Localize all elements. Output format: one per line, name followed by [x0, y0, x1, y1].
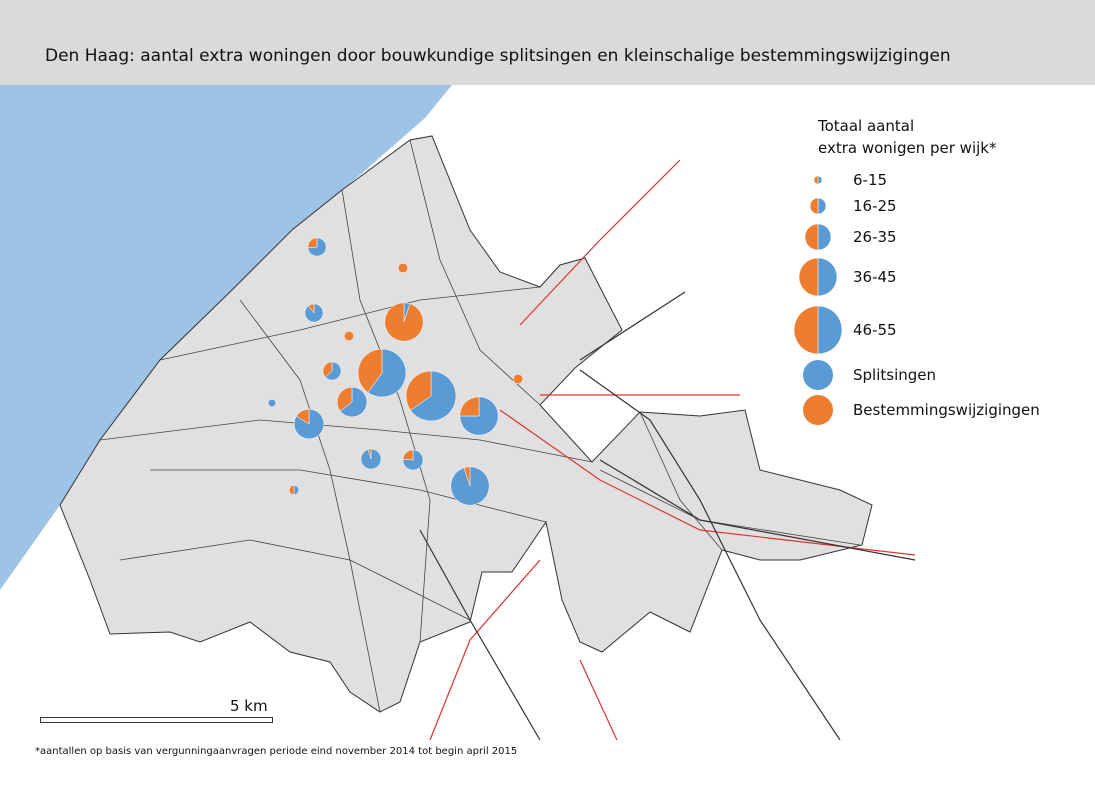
legend-label: Bestemmingswijzigingen [853, 401, 1040, 419]
pie-slice [410, 370, 457, 422]
legend-swatch [803, 395, 833, 425]
pie-slice [459, 396, 499, 436]
pie-slice [804, 223, 819, 251]
pie-slice [367, 348, 407, 398]
pie-slice [817, 257, 838, 297]
legend: 6-15 16-25 26-35 36-45 46-55 Splitsingen Beste… [793, 171, 1040, 425]
pie-slice [405, 370, 432, 411]
scale-label: 5 km [230, 697, 268, 715]
pie-layer [267, 237, 524, 506]
pie-slice [324, 361, 342, 381]
legend-size-label: 26-35 [853, 228, 897, 246]
pie-slice [322, 361, 333, 378]
map-title: Den Haag: aantal extra woningen door bou… [45, 46, 951, 66]
pie-slice [817, 197, 827, 215]
legend-label: Splitsingen [853, 366, 936, 384]
legend-swatch [803, 360, 833, 390]
pie-slice [459, 396, 480, 417]
pie-slice [384, 302, 424, 342]
pie-slice [296, 408, 310, 425]
pie-slice [267, 398, 277, 408]
pie-slice [817, 223, 832, 251]
roads [419, 159, 916, 791]
pie-slice [809, 197, 819, 215]
pie-slice [512, 373, 524, 385]
pie-slice [357, 348, 383, 393]
pie-slice [793, 305, 819, 355]
pie-slice [336, 386, 353, 412]
pie-slice [402, 449, 414, 461]
pie-slice [397, 262, 409, 274]
header-band [0, 0, 1095, 85]
legend-size-label: 36-45 [853, 268, 897, 286]
pie-slice [308, 303, 315, 314]
legend-title: extra wonigen per wijk* [818, 139, 997, 157]
legend-title: Totaal aantal [817, 117, 914, 135]
legend-size-label: 46-55 [853, 321, 897, 339]
footer-band [0, 740, 1095, 790]
pie-slice [289, 484, 295, 496]
pie-slice [813, 175, 819, 185]
pie-slice [367, 448, 372, 460]
district-borders [99, 139, 861, 713]
legend-size-label: 16-25 [853, 197, 897, 215]
pie-slice [798, 257, 819, 297]
pie-slice [817, 305, 843, 355]
pie-slice [343, 330, 355, 342]
pie-slice [293, 484, 299, 496]
legend-size-label: 6-15 [853, 171, 887, 189]
pie-slice [307, 237, 318, 249]
sea [0, 85, 452, 590]
footnote: *aantallen op basis van vergunningaanvra… [35, 746, 517, 757]
pie-slice [463, 466, 471, 487]
pie-slice [339, 386, 368, 418]
